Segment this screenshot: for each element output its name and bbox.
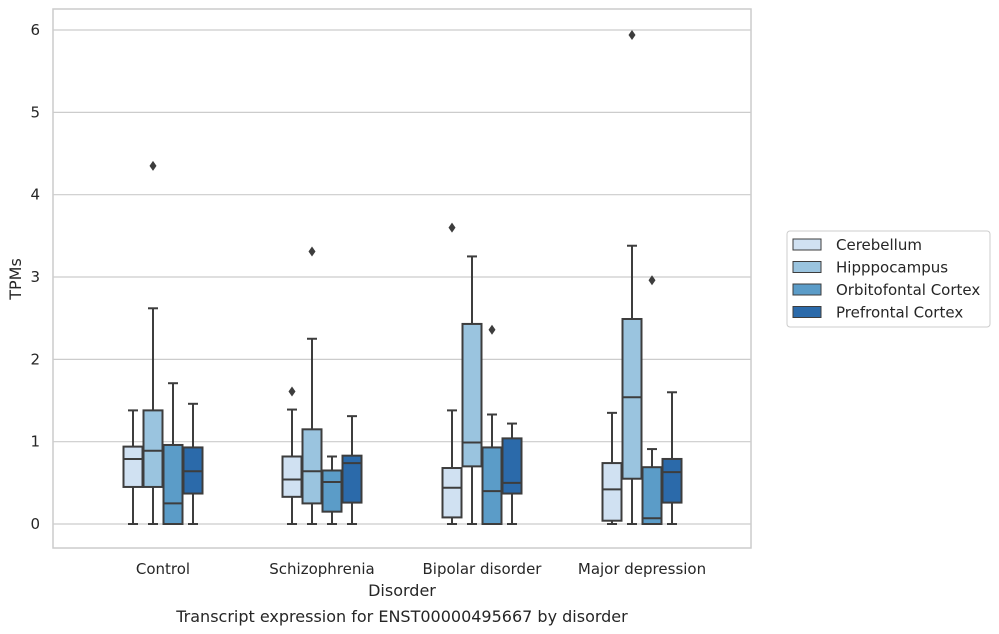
legend: Cerebellum Hipppocampus Orbitofontal Corte… [786, 230, 991, 328]
outlier-point [288, 386, 296, 397]
box-iqr [162, 443, 184, 525]
legend-label: Orbitofontal Cortex [836, 281, 980, 299]
y-tick-label: 6 [30, 21, 40, 39]
box-element [122, 409, 144, 525]
box-element [501, 422, 523, 525]
legend-frame [786, 230, 991, 328]
box-iqr [621, 317, 643, 480]
box-iqr [481, 446, 503, 526]
y-tick-label: 3 [30, 268, 40, 286]
series-group [142, 29, 643, 525]
box-element [441, 222, 463, 525]
box-element [301, 246, 323, 525]
box-iqr [281, 455, 303, 498]
outlier-point [488, 324, 496, 335]
box-iqr [341, 454, 363, 504]
y-axis-label: TPMs [6, 258, 25, 301]
outlier-point [448, 222, 456, 233]
legend-label: Cerebellum [836, 236, 922, 254]
x-axis-label: Disorder [368, 581, 436, 600]
y-tick-label: 2 [30, 350, 40, 368]
outlier-point [308, 246, 316, 257]
box-iqr [661, 457, 683, 504]
box-element [621, 29, 643, 525]
box-iqr [441, 467, 463, 519]
box-iqr [321, 469, 343, 513]
legend-item: Cerebellum [792, 236, 922, 254]
box-iqr [641, 466, 663, 525]
box-plot-series [122, 29, 683, 526]
plot-frame [52, 8, 752, 549]
box-element [481, 324, 503, 526]
chart-caption: Transcript expression for ENST0000049566… [175, 607, 628, 626]
series-group [122, 222, 623, 525]
x-axis-ticks: Control Schizophrenia Bipolar disorder Majo… [136, 560, 706, 578]
box-element [661, 391, 683, 525]
x-tick-label: Control [136, 560, 190, 578]
legend-item: Prefrontal Cortex [792, 304, 963, 322]
box-iqr [142, 409, 164, 488]
x-tick-label: Major depression [578, 560, 706, 578]
outlier-point [149, 160, 157, 171]
box-element [641, 275, 663, 525]
legend-swatch [792, 283, 822, 296]
box-iqr [601, 462, 623, 522]
outlier-point [628, 29, 636, 40]
y-axis-ticks: 0 1 2 3 4 5 6 [30, 21, 40, 533]
box-element [341, 415, 363, 525]
legend-swatch [792, 261, 822, 273]
legend-label: Prefrontal Cortex [836, 304, 963, 322]
box-iqr [461, 322, 483, 468]
box-element [281, 386, 303, 525]
box-iqr [301, 428, 323, 505]
box-iqr [501, 437, 523, 495]
series-group [182, 391, 683, 525]
legend-item: Orbitofontal Cortex [792, 281, 980, 299]
x-tick-label: Schizophrenia [269, 560, 374, 578]
y-tick-label: 0 [30, 515, 40, 533]
y-tick-label: 1 [30, 433, 40, 451]
box-element [182, 402, 204, 525]
legend-item: Hipppocampus [792, 259, 948, 277]
outlier-point [648, 275, 656, 286]
y-tick-label: 4 [30, 186, 40, 204]
box-element [461, 255, 483, 525]
box-iqr [122, 445, 144, 488]
x-tick-label: Bipolar disorder [423, 560, 543, 578]
legend-swatch [792, 238, 822, 251]
box-element [142, 160, 164, 525]
legend-swatch [792, 306, 822, 318]
box-element [601, 411, 623, 525]
legend-label: Hipppocampus [836, 259, 948, 277]
y-tick-label: 5 [30, 103, 40, 121]
legend-items: Cerebellum Hipppocampus Orbitofontal Corte… [792, 236, 980, 322]
